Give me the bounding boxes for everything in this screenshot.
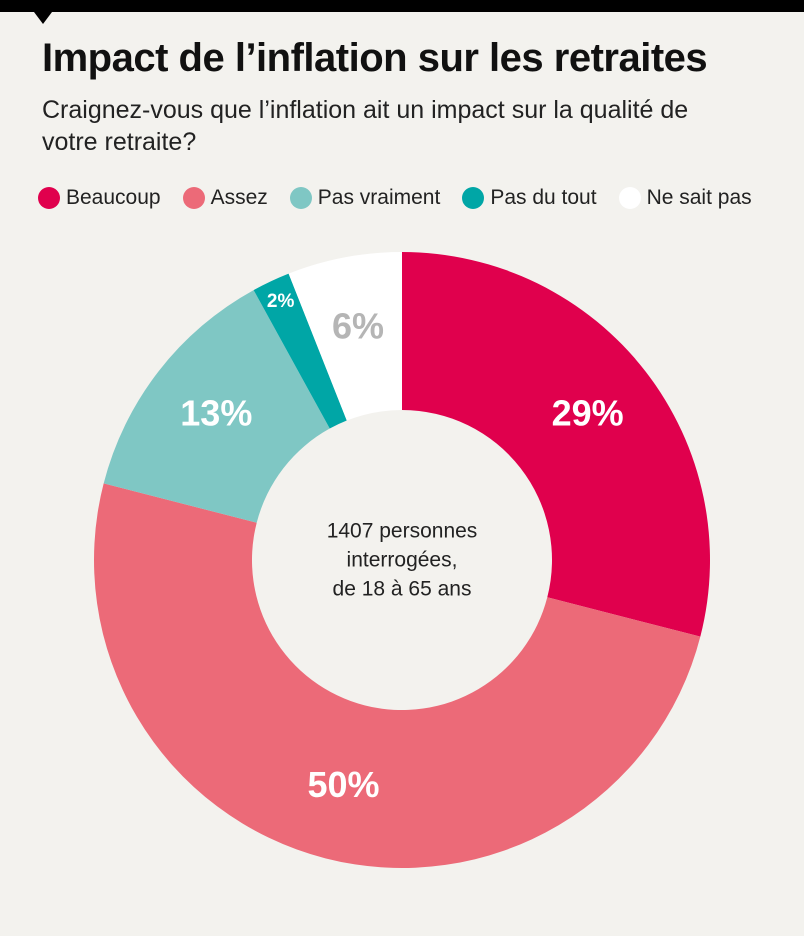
top-marker: [34, 12, 52, 24]
data-label: 13%: [180, 392, 252, 433]
data-label: 6%: [332, 306, 384, 347]
center-text: interrogées,: [347, 549, 458, 572]
legend-item: Beaucoup: [38, 186, 161, 210]
donut-segment: [94, 483, 701, 868]
legend-label: Assez: [210, 186, 268, 209]
chart-title: Impact de l’inflation sur les retraites: [42, 36, 708, 80]
legend-item: Assez: [182, 186, 268, 210]
legend-item: Ne sait pas: [618, 186, 752, 210]
legend: Beaucoup Assez Pas vraiment Pas du tout Ne s…: [38, 186, 752, 210]
legend-swatch: [182, 187, 205, 209]
donut-segment: [253, 273, 347, 429]
data-label: 29%: [552, 392, 624, 433]
top-bar: [0, 0, 804, 12]
donut-segment: [103, 290, 330, 523]
donut-segment: [288, 252, 402, 421]
data-label: 50%: [308, 764, 380, 805]
data-label: 2%: [267, 291, 295, 312]
legend-item: Pas vraiment: [289, 186, 441, 210]
chart-subtitle: Craignez-vous que l’inflation ait un imp…: [42, 96, 689, 156]
center-text: de 18 à 65 ans: [333, 578, 472, 601]
center-text: 1407 personnes: [327, 520, 478, 543]
legend-swatch: [618, 187, 641, 209]
legend-label: Pas du tout: [490, 186, 597, 209]
legend-item: Pas du tout: [462, 186, 597, 210]
legend-label: Pas vraiment: [317, 186, 441, 209]
legend-swatch: [289, 187, 312, 209]
legend-label: Beaucoup: [66, 186, 161, 209]
legend-swatch: [462, 187, 485, 209]
legend-label: Ne sait pas: [646, 186, 752, 209]
donut-segment: [402, 252, 710, 637]
legend-swatch: [38, 187, 60, 209]
